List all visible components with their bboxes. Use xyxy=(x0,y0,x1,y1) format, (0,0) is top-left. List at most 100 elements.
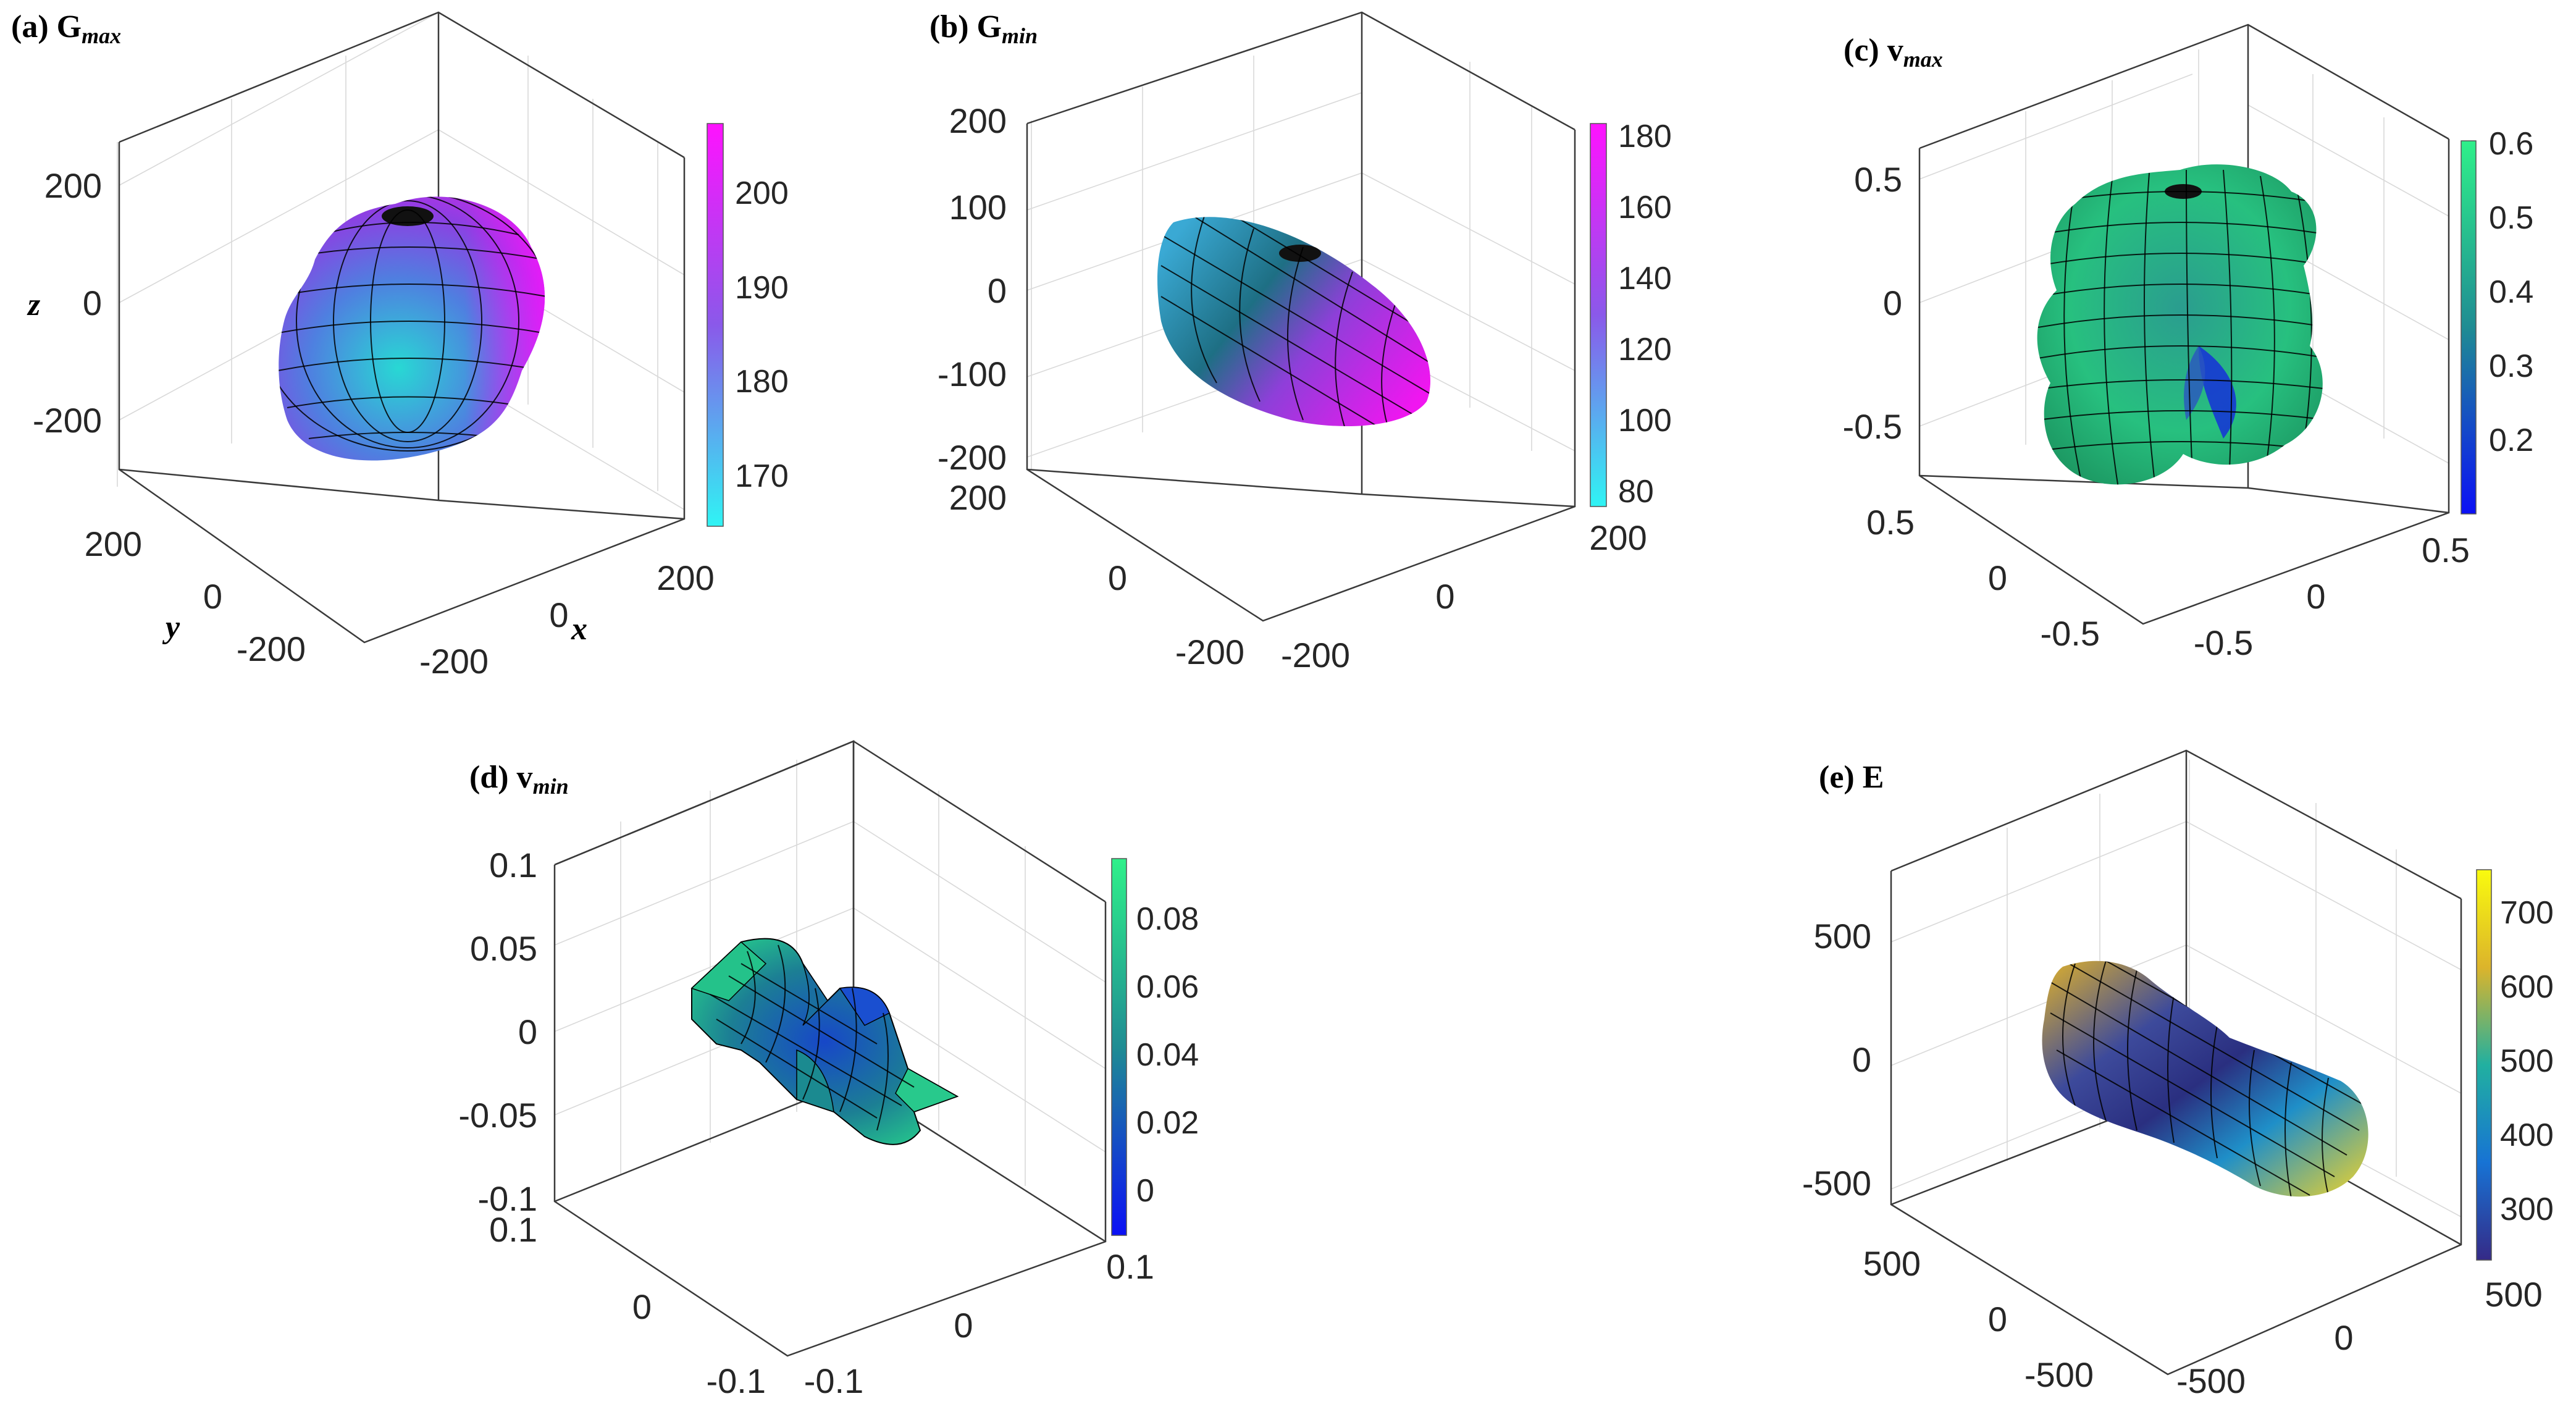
panel-a-z-tick: -200 xyxy=(33,401,102,440)
panel-b-x-tick: 0 xyxy=(1435,577,1454,616)
panel-c-z-tick: 0 xyxy=(1883,284,1902,322)
panel-c-cb-tick: 0.2 xyxy=(2489,422,2533,458)
panel-a-cb-tick: 170 xyxy=(735,458,789,494)
panel-b-x-tick: -200 xyxy=(1281,636,1350,675)
panel-e-cb-tick: 700 xyxy=(2500,895,2554,931)
panel-c-cb-tick: 0.6 xyxy=(2489,126,2533,162)
panel-d-colorbar xyxy=(1111,858,1127,1236)
panel-e-z-tick: -500 xyxy=(1802,1164,1871,1203)
panel-c-y-tick: 0 xyxy=(1988,558,2007,597)
panel-b-z-tick: -200 xyxy=(938,438,1007,477)
panel-d-surface xyxy=(690,938,959,1145)
panel-b-z-tick: -100 xyxy=(938,355,1007,393)
panel-d-cb-tick: 0 xyxy=(1136,1173,1154,1209)
panel-b-surface xyxy=(1157,217,1430,426)
panel-e-z-tick: 0 xyxy=(1852,1040,1871,1079)
panel-a-ylabel: y xyxy=(162,610,180,645)
panel-a-x-tick: 0 xyxy=(549,595,568,634)
panel-c-x-tick: 0 xyxy=(2306,577,2325,616)
panel-b-y-tick: -200 xyxy=(1175,633,1244,671)
panel-b-cb-tick: 140 xyxy=(1618,261,1672,296)
panel-d-grid xyxy=(554,760,1106,1186)
panel-e-x-tick: 500 xyxy=(2485,1275,2542,1314)
panel-e-x-tick: 0 xyxy=(2334,1318,2353,1357)
panel-d-y-tick: 0.1 xyxy=(489,1210,537,1249)
panel-b-cb-tick: 180 xyxy=(1618,119,1672,154)
panel-a-zlabel: z xyxy=(27,287,41,322)
panel-d-title: (d) vmin xyxy=(469,760,569,799)
panel-a-cb-tick: 200 xyxy=(735,175,789,211)
panel-c-z-tick: -0.5 xyxy=(1843,407,1903,446)
panel-e-cb-tick: 500 xyxy=(2500,1043,2554,1079)
panel-c-surface xyxy=(2037,164,2323,485)
panel-c-title: (c) vmax xyxy=(1844,33,1943,72)
panel-a-cb-tick: 180 xyxy=(735,364,789,400)
panel-b-cb-tick: 120 xyxy=(1618,332,1672,368)
panel-e-y-tick: 0 xyxy=(1988,1300,2007,1339)
panel-d-cb-tick: 0.02 xyxy=(1136,1105,1199,1141)
panel-d-x-tick: 0 xyxy=(954,1306,973,1345)
panel-e-title: (e) E xyxy=(1819,760,1884,795)
panel-c-cb-tick: 0.3 xyxy=(2489,348,2533,384)
panel-e-x-tick: -500 xyxy=(2176,1361,2246,1400)
panel-e-y-tick: 500 xyxy=(1863,1244,1921,1283)
panel-b-colorbar xyxy=(1590,123,1607,507)
panel-a-surface xyxy=(279,196,545,461)
panel-b-cb-tick: 100 xyxy=(1618,403,1672,439)
panel-d: (d) vmin 0.1 0.05 0 xyxy=(458,740,1199,1400)
panel-a-y-tick: 0 xyxy=(203,577,222,616)
panel-d-z-tick: -0.05 xyxy=(458,1096,537,1135)
panel-a-y-tick: -200 xyxy=(237,629,306,668)
panel-b: (b) Gmin 200 100 0 -100 -200 200 xyxy=(929,9,1672,675)
panel-c-x-tick: -0.5 xyxy=(2194,623,2254,662)
panel-a-xlabel: x xyxy=(571,612,587,647)
panel-d-y-tick: -0.1 xyxy=(707,1361,766,1400)
panel-c-y-tick: -0.5 xyxy=(2041,614,2100,653)
panel-d-y-tick: 0 xyxy=(632,1287,652,1326)
panel-e-grid xyxy=(1890,760,2462,1217)
panel-e-y-tick: -500 xyxy=(2024,1355,2094,1394)
panel-b-y-tick: 0 xyxy=(1108,558,1127,597)
panel-e-cb-tick: 600 xyxy=(2500,969,2554,1005)
panel-e-surface xyxy=(2042,961,2368,1197)
panel-c-cb-tick: 0.5 xyxy=(2489,200,2533,236)
panel-b-cb-tick: 80 xyxy=(1618,474,1654,510)
panel-e: (e) E 500 0 -500 500 0 -500 -500 0 xyxy=(1802,749,2554,1400)
panel-a-title: (a) Gmax xyxy=(11,9,121,48)
panel-d-cb-tick: 0.04 xyxy=(1136,1037,1199,1073)
panel-c-y-tick: 0.5 xyxy=(1866,503,1915,542)
panel-e-cb-tick: 400 xyxy=(2500,1117,2554,1153)
panel-b-z-tick: 0 xyxy=(988,271,1007,310)
panel-a-z-tick: 0 xyxy=(83,284,102,322)
panel-d-z-tick: 0.1 xyxy=(489,846,537,885)
panel-b-z-tick: 200 xyxy=(949,101,1007,140)
panel-b-y-tick: 200 xyxy=(949,478,1007,517)
panel-c-cb-tick: 0.4 xyxy=(2489,274,2533,310)
panel-a-y-tick: 200 xyxy=(85,524,142,563)
panel-b-z-tick: 100 xyxy=(949,188,1007,227)
panel-a-colorbar xyxy=(707,123,724,527)
panel-a-z-tick: 200 xyxy=(44,166,102,205)
panel-d-x-tick: -0.1 xyxy=(804,1361,864,1400)
panel-a-cb-tick: 190 xyxy=(735,270,789,306)
panel-c-z-tick: 0.5 xyxy=(1854,160,1902,199)
panel-c-x-tick: 0.5 xyxy=(2422,531,2470,570)
panel-b-x-tick: 200 xyxy=(1589,518,1647,557)
panel-d-cb-tick: 0.08 xyxy=(1136,901,1199,937)
panel-d-box xyxy=(553,740,1107,1357)
panel-a-x-tick: 200 xyxy=(657,558,714,597)
panel-e-z-tick: 500 xyxy=(1814,917,1871,956)
panel-d-x-tick: 0.1 xyxy=(1106,1247,1154,1286)
panel-d-z-tick: 0 xyxy=(518,1012,537,1051)
panel-a: (a) Gmax 200 0 -200 xyxy=(11,9,789,681)
panel-c-colorbar xyxy=(2461,140,2477,515)
panel-e-cb-tick: 300 xyxy=(2500,1192,2554,1227)
panel-d-z-tick: 0.05 xyxy=(470,929,537,968)
panel-e-colorbar xyxy=(2476,869,2492,1261)
panel-c: (c) vmax 0.5 0 -0.5 0.5 0 xyxy=(1843,23,2533,662)
panel-b-title: (b) Gmin xyxy=(929,9,1038,48)
panel-d-z-tick: -0.1 xyxy=(478,1179,538,1218)
panel-b-cb-tick: 160 xyxy=(1618,190,1672,225)
panel-a-x-tick: -200 xyxy=(419,642,489,681)
